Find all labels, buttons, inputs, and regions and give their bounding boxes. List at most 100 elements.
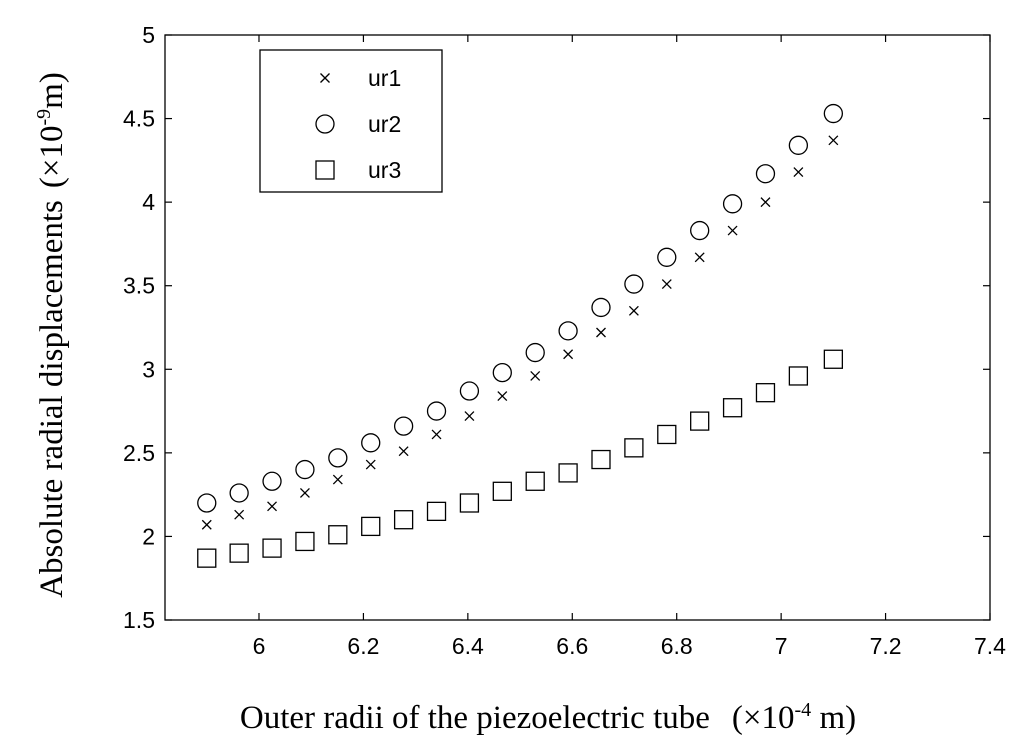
data-point-ur1 bbox=[267, 501, 278, 512]
data-point-ur2 bbox=[295, 459, 315, 480]
data-point-ur1 bbox=[563, 349, 574, 360]
data-point-ur3 bbox=[788, 366, 809, 386]
data-point-ur3 bbox=[492, 481, 512, 501]
data-point-ur2 bbox=[459, 381, 480, 401]
data-point-ur1 bbox=[201, 519, 212, 530]
x-mark-stroke bbox=[694, 252, 705, 263]
data-point-ur3 bbox=[459, 493, 480, 513]
data-point-ur1 bbox=[828, 135, 839, 146]
x-mark-stroke bbox=[497, 391, 508, 401]
data-point-ur1 bbox=[727, 225, 738, 236]
x-mark-stroke bbox=[299, 488, 310, 498]
y-tick-label: 4.5 bbox=[123, 106, 155, 132]
data-point-ur2 bbox=[788, 135, 809, 155]
y-tick-label: 2 bbox=[142, 523, 155, 549]
legend-label-ur3: ur3 bbox=[368, 157, 401, 183]
data-point-ur2 bbox=[722, 194, 743, 214]
data-point-ur3 bbox=[525, 471, 545, 491]
data-point-ur2 bbox=[558, 321, 578, 341]
data-point-ur3 bbox=[393, 510, 414, 530]
data-point-ur3 bbox=[823, 349, 844, 369]
legend-label-ur1: ur1 bbox=[368, 65, 401, 91]
legend-marker-ur2 bbox=[315, 114, 335, 134]
data-point-ur1 bbox=[694, 252, 705, 263]
data-point-ur1 bbox=[464, 411, 475, 422]
data-point-ur1 bbox=[365, 459, 376, 470]
x-mark-stroke bbox=[234, 509, 245, 520]
x-mark-stroke bbox=[563, 349, 574, 360]
legend-box bbox=[259, 49, 443, 193]
data-point-ur2 bbox=[755, 164, 776, 184]
legend-marker-ur3 bbox=[315, 160, 335, 180]
plot-frame bbox=[164, 34, 991, 621]
x-mark-stroke bbox=[596, 327, 606, 338]
x-mark-stroke bbox=[365, 459, 376, 470]
y-tick-label: 2.5 bbox=[123, 440, 155, 466]
data-point-ur3 bbox=[755, 383, 776, 403]
data-point-ur2 bbox=[361, 433, 381, 453]
data-point-ur1 bbox=[530, 371, 541, 381]
x-mark-stroke bbox=[332, 474, 343, 485]
data-point-ur2 bbox=[690, 220, 710, 241]
data-point-ur3 bbox=[426, 501, 447, 522]
data-point-ur3 bbox=[328, 525, 348, 545]
x-mark-stroke bbox=[661, 279, 672, 290]
data-point-ur1 bbox=[497, 391, 508, 401]
data-point-ur2 bbox=[591, 297, 611, 318]
data-point-ur3 bbox=[197, 548, 217, 568]
x-tick-label: 7.4 bbox=[974, 633, 1006, 659]
x-tick-label: 6.2 bbox=[347, 633, 379, 659]
x-mark-stroke bbox=[398, 446, 409, 457]
data-point-ur2 bbox=[525, 342, 545, 363]
data-point-ur2 bbox=[492, 362, 512, 383]
data-points bbox=[197, 103, 844, 568]
data-point-ur3 bbox=[262, 538, 282, 558]
x-tick-label: 6.4 bbox=[452, 633, 484, 659]
data-point-ur1 bbox=[431, 429, 442, 440]
x-mark-stroke bbox=[828, 135, 839, 146]
y-tick-label: 5 bbox=[142, 22, 155, 48]
y-tick-label: 4 bbox=[142, 189, 155, 215]
data-point-ur3 bbox=[361, 516, 381, 537]
data-point-ur3 bbox=[558, 463, 578, 483]
y-tick-labels: 1.5 2 2.5 3 3.5 4 4.5 5 bbox=[123, 22, 155, 633]
x-mark-stroke bbox=[760, 197, 771, 208]
x-tick-labels: 6 6.2 6.4 6.6 6.8 7 7.2 7.4 bbox=[253, 633, 1007, 659]
series-ur3 bbox=[197, 349, 844, 568]
x-mark-stroke bbox=[628, 305, 639, 316]
data-point-ur3 bbox=[624, 438, 644, 458]
legend-marker-ur1 bbox=[320, 73, 330, 83]
data-point-ur2 bbox=[328, 448, 348, 468]
data-point-ur1 bbox=[628, 305, 639, 316]
x-tick-label: 6.8 bbox=[661, 633, 693, 659]
data-point-ur1 bbox=[596, 327, 606, 338]
data-point-ur3 bbox=[722, 398, 743, 418]
data-point-ur3 bbox=[229, 543, 249, 563]
x-mark-stroke bbox=[431, 429, 442, 440]
axis-ticks bbox=[165, 34, 991, 621]
series-ur1 bbox=[201, 135, 839, 530]
x-mark-stroke bbox=[793, 167, 804, 178]
data-point-ur2 bbox=[393, 416, 414, 436]
data-point-ur2 bbox=[426, 401, 447, 421]
legend: ur1 ur2 ur3 bbox=[259, 49, 443, 193]
legend-label-ur2: ur2 bbox=[368, 111, 401, 137]
data-point-ur2 bbox=[823, 103, 844, 124]
y-axis-label: Absolute radial displacements(×10-9m) bbox=[33, 72, 70, 598]
data-point-ur3 bbox=[657, 424, 677, 445]
x-mark-stroke bbox=[267, 501, 278, 512]
data-point-ur3 bbox=[591, 449, 611, 470]
x-mark-stroke bbox=[464, 411, 475, 422]
data-point-ur2 bbox=[229, 483, 249, 503]
x-mark-stroke bbox=[530, 371, 541, 381]
data-point-ur1 bbox=[793, 167, 804, 178]
data-point-ur1 bbox=[398, 446, 409, 457]
data-point-ur1 bbox=[661, 279, 672, 290]
y-tick-label: 3 bbox=[142, 356, 155, 382]
data-point-ur2 bbox=[262, 471, 282, 491]
x-mark-stroke bbox=[727, 225, 738, 236]
data-point-ur2 bbox=[624, 274, 644, 294]
y-tick-label: 3.5 bbox=[123, 273, 155, 299]
x-tick-label: 7.2 bbox=[870, 633, 902, 659]
data-point-ur1 bbox=[760, 197, 771, 208]
